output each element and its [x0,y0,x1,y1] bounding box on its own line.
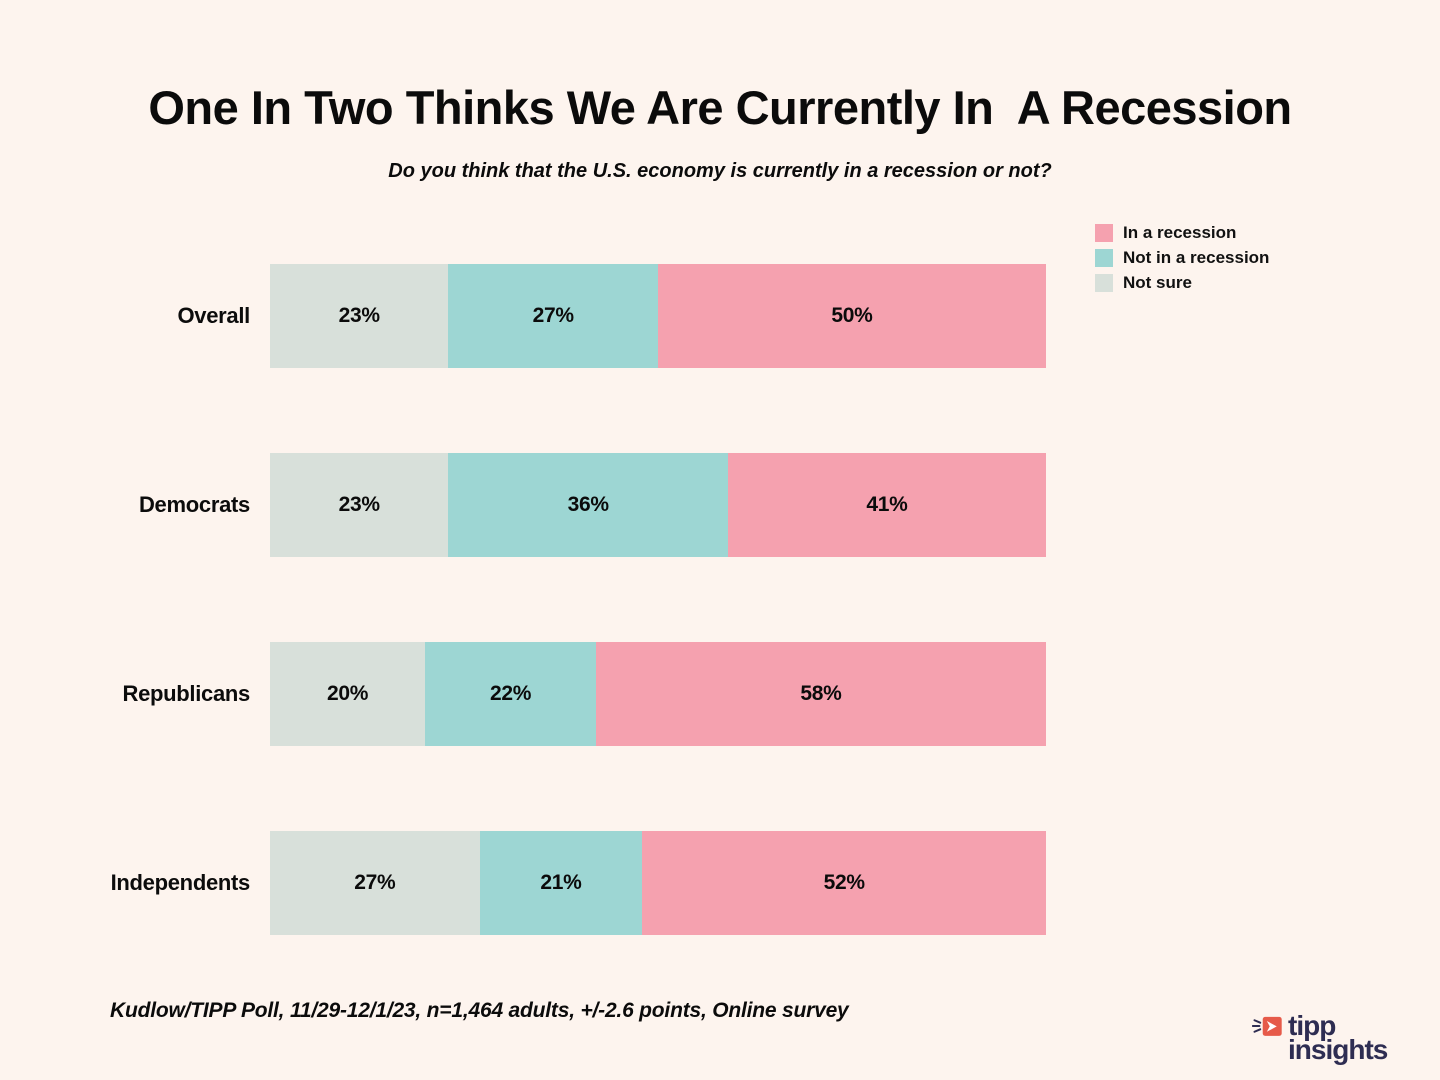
segment-value: 23% [338,493,380,516]
segment-value: 58% [800,682,842,705]
segment-not-sure: 20% [270,642,426,746]
chart-subtitle: Do you think that the U.S. economy is cu… [388,160,1052,182]
stacked-bar-democrats: 23% 36% 41% [270,453,1046,557]
chart-title: One In Two Thinks We Are Currently In A … [148,81,1292,134]
category-label-democrats: Democrats [138,492,250,517]
segment-in-a-recession: 52% [642,831,1046,935]
segment-not-in-a-recession: 36% [448,453,728,557]
bar-row-republicans: Republicans 20% 22% 58% [0,642,1046,746]
segment-not-sure: 23% [270,264,449,368]
legend-item-not-in-a-recession: Not in a recession [1095,248,1270,267]
stacked-bar-overall: 23% 27% 50% [270,264,1046,368]
segment-in-a-recession: 50% [657,264,1046,368]
segment-not-in-a-recession: 21% [479,831,643,935]
logo-text-tipp: tipp [1288,1010,1336,1041]
legend-label: Not in a recession [1123,248,1270,267]
legend-item-not-sure: Not sure [1095,273,1269,292]
legend-label: Not sure [1123,273,1192,292]
segment-value: 41% [866,493,908,516]
segment-value: 20% [327,682,369,705]
category-label-republicans: Republicans [122,681,250,706]
stacked-bar-republicans: 20% 22% 58% [270,642,1046,746]
logo-text-insights: insights [1288,1034,1388,1065]
stacked-bar-chart: Overall 23% 27% 50% Democrats 23% 36% 41% Republ… [0,264,1046,1020]
stacked-bar-independents: 27% 21% 52% [270,831,1046,935]
bar-row-independents: Independents 27% 21% 52% [0,831,1046,935]
legend-label: In a recession [1123,223,1237,242]
legend-swatch [1095,224,1113,242]
segment-value: 27% [532,304,574,327]
category-label-independents: Independents [110,870,251,895]
segment-value: 50% [831,304,873,327]
legend-swatch [1095,249,1113,267]
segment-value: 27% [354,871,396,894]
logo-first-line: tipp [1252,1012,1387,1040]
segment-not-sure: 23% [270,453,449,557]
legend-item-in-a-recession: In a recession [1095,223,1269,242]
segment-value: 21% [540,871,582,894]
bar-row-democrats: Democrats 23% 36% 41% [0,453,1046,557]
tipp-insights-logo: tipp insights [1252,1012,1388,1065]
legend-swatch [1095,274,1113,292]
legend: In a recession Not in a recession Not sure [1095,223,1270,292]
segment-value: 36% [567,493,609,516]
segment-not-in-a-recession: 22% [425,642,596,746]
segment-not-sure: 27% [270,831,480,935]
segment-not-in-a-recession: 27% [448,264,658,368]
segment-in-a-recession: 58% [595,642,1046,746]
bar-row-overall: Overall 23% 27% 50% [0,264,1046,368]
segment-value: 22% [489,682,532,705]
segment-value: 52% [823,871,865,894]
segment-value: 23% [338,304,380,327]
segment-in-a-recession: 41% [727,453,1046,557]
tipp-arrow-icon [1252,1016,1282,1036]
source-note: Kudlow/TIPP Poll, 11/29-12/1/23, n=1,464… [110,999,849,1022]
category-label-overall: Overall [177,303,250,328]
